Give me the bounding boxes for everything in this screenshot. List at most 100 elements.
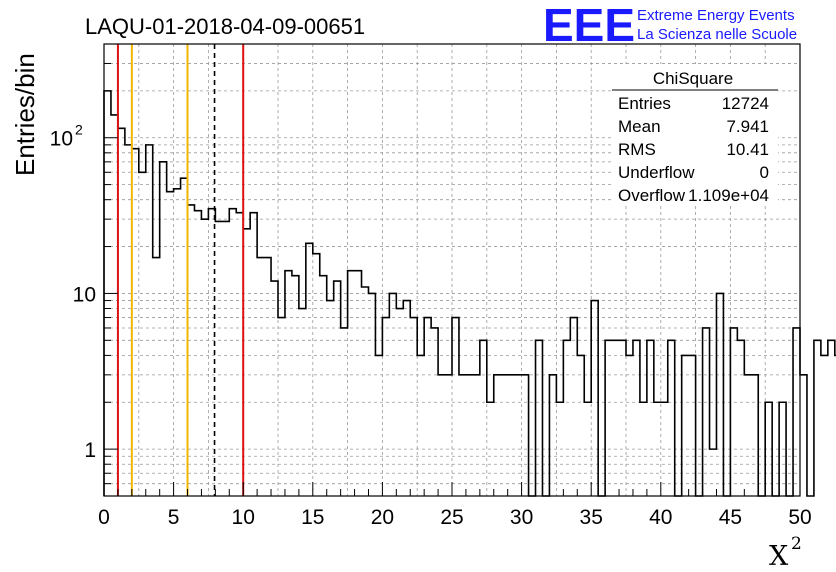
histogram-bin <box>417 355 424 496</box>
stats-box: ChiSquare Entries 12724 Mean 7.941 RMS 10.41 U… <box>612 64 778 205</box>
stats-rows: Entries 12724 Mean 7.941 RMS 10.41 Underflow 0 O… <box>618 94 769 205</box>
x-tick-label: 20 <box>371 506 394 529</box>
x-tick-label: 30 <box>510 506 533 529</box>
histogram-bin <box>438 375 445 496</box>
histogram-bin <box>215 221 222 496</box>
histogram-bin <box>556 402 563 496</box>
histogram-bin <box>703 328 710 496</box>
histogram-bin <box>501 375 508 496</box>
stats-row-label: Mean <box>618 117 661 136</box>
histogram-bin <box>222 221 229 496</box>
histogram-bin <box>299 309 306 496</box>
histogram-bin <box>577 355 584 496</box>
histogram-bin <box>626 355 633 496</box>
histogram-bin <box>375 355 382 496</box>
y-tick-label: 1 <box>84 439 96 462</box>
histogram-bin <box>814 340 821 496</box>
histogram-bin <box>716 293 723 496</box>
histogram-bin <box>647 340 654 496</box>
x-tick-label: 45 <box>719 506 742 529</box>
histogram-bin <box>459 375 466 496</box>
histogram-bin <box>515 375 522 496</box>
y-axis-title: Entries/bin <box>10 53 40 176</box>
stats-row-value: 12724 <box>722 94 769 113</box>
y-axis-label: Entries/bin <box>10 53 40 176</box>
histogram-bin <box>285 271 292 496</box>
x-tick-label: 35 <box>580 506 603 529</box>
histogram-bin <box>139 172 146 496</box>
histogram-bin <box>243 229 250 496</box>
histogram-bin <box>689 355 696 496</box>
histogram-bin <box>368 293 375 496</box>
eee-logo: EEE Extreme Energy Events La Scienza nel… <box>543 0 797 51</box>
histogram-bin <box>508 375 515 496</box>
histogram-bin <box>591 301 598 496</box>
stats-box-background <box>612 64 778 204</box>
histogram-bin <box>181 178 188 496</box>
histogram-bin <box>431 328 438 496</box>
histogram-outline <box>103 90 836 497</box>
stats-row-value: 7.941 <box>726 117 769 136</box>
y-tick-label-exponent: 2 <box>75 122 83 138</box>
eee-logo-mark: EEE <box>543 0 635 51</box>
histogram-bin <box>278 318 285 496</box>
histogram-bin <box>466 375 473 496</box>
histogram-bin <box>424 318 431 496</box>
histogram-bin <box>633 340 640 496</box>
histogram-bin <box>779 402 786 496</box>
y-tick-label: 10 <box>73 283 96 306</box>
histogram-bin <box>236 213 243 496</box>
histogram-bin <box>292 276 299 496</box>
histogram-bin <box>125 145 132 496</box>
histogram-bin <box>668 340 675 496</box>
histogram-bin <box>751 375 758 496</box>
stats-title: ChiSquare <box>653 69 733 88</box>
histogram-bin <box>271 281 278 496</box>
histogram-bin <box>327 301 334 496</box>
histogram-bin <box>619 340 626 496</box>
stats-row-label: Underflow <box>618 163 695 182</box>
histogram-bin <box>257 258 264 496</box>
histogram-bin <box>640 402 647 496</box>
histogram-bin <box>536 340 543 496</box>
histogram-bin <box>362 287 369 496</box>
x-axis-title: X <box>769 541 789 572</box>
histogram-bin <box>730 328 737 496</box>
histogram-bin <box>605 340 612 496</box>
histogram-bin <box>793 328 800 496</box>
histogram-bin <box>389 293 396 496</box>
histogram-bin <box>306 243 313 496</box>
x-tick-label: 40 <box>649 506 672 529</box>
histogram-bin <box>452 318 459 496</box>
histogram-bin <box>522 375 529 496</box>
x-tick-label: 10 <box>232 506 255 529</box>
stats-row-value: 1.109e+04 <box>688 186 769 205</box>
stats-row-value: 10.41 <box>726 140 769 159</box>
x-tick-label: 50 <box>788 506 811 529</box>
run-title: LAQU-01-2018-04-09-00651 <box>85 14 365 39</box>
eee-logo-line2: La Scienza nelle Scuole <box>637 26 797 43</box>
histogram-bin <box>341 328 348 496</box>
histogram-bin <box>320 276 327 496</box>
stats-row-value: 0 <box>760 163 769 182</box>
histogram-layer <box>103 90 836 497</box>
histogram-bin <box>654 402 661 496</box>
histogram-bin <box>487 402 494 496</box>
histogram-bin <box>410 318 417 496</box>
histogram-bin <box>111 115 118 496</box>
marker-lines <box>116 44 245 496</box>
histogram-bin <box>584 402 591 496</box>
histogram-bin <box>403 301 410 496</box>
histogram-bin <box>132 149 139 496</box>
x-tick-label: 15 <box>301 506 324 529</box>
eee-logo-line1: Extreme Energy Events <box>637 7 795 24</box>
x-tick-label: 0 <box>98 506 110 529</box>
histogram-bin <box>174 189 181 496</box>
histogram-bin <box>445 375 452 496</box>
histogram-bin <box>160 162 167 496</box>
histogram-bin <box>570 318 577 496</box>
y-tick-label: 10 <box>50 128 73 151</box>
histogram-bin <box>348 271 355 496</box>
histogram-bin <box>250 213 257 496</box>
